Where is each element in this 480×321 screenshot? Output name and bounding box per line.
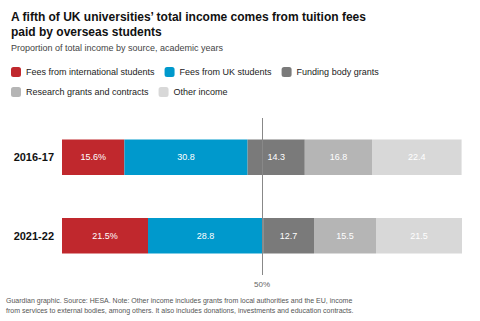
- svg-text:14.3: 14.3: [267, 152, 285, 162]
- svg-text:16.8: 16.8: [330, 152, 348, 162]
- svg-text:Proportion of total income by: Proportion of total income by source, ac…: [11, 43, 224, 53]
- svg-text:from services to external bodi: from services to external bodies, among …: [6, 307, 354, 315]
- svg-text:12.7: 12.7: [280, 231, 298, 241]
- svg-text:Guardian graphic. Source: HESA: Guardian graphic. Source: HESA. Note: Ot…: [6, 297, 352, 305]
- svg-text:30.8: 30.8: [177, 152, 195, 162]
- svg-text:2021-22: 2021-22: [14, 230, 54, 242]
- svg-text:22.4: 22.4: [408, 152, 426, 162]
- svg-text:21.5: 21.5: [410, 231, 428, 241]
- svg-text:15.5: 15.5: [336, 231, 354, 241]
- svg-text:21.5%: 21.5%: [92, 231, 118, 241]
- svg-text:Fees from UK students: Fees from UK students: [180, 67, 273, 77]
- svg-text:Research grants and contracts: Research grants and contracts: [26, 87, 149, 97]
- svg-text:50%: 50%: [254, 280, 270, 289]
- svg-text:Other income: Other income: [174, 87, 228, 97]
- svg-text:15.6%: 15.6%: [80, 152, 106, 162]
- svg-text:Fees from international studen: Fees from international students: [26, 67, 155, 77]
- svg-text:28.8: 28.8: [197, 231, 215, 241]
- svg-text:2016-17: 2016-17: [14, 151, 54, 163]
- svg-text:paid by overseas students: paid by overseas students: [11, 25, 162, 39]
- svg-text:Funding body grants: Funding body grants: [297, 67, 380, 77]
- svg-text:A fifth of UK universities’ to: A fifth of UK universities’ total income…: [11, 10, 366, 24]
